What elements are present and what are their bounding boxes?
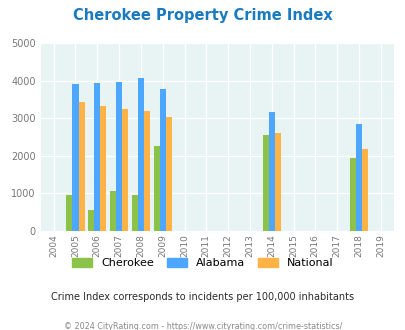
Bar (78, 102, 84, 231)
Bar (138, 78, 144, 231)
Bar (94, 83, 100, 231)
Bar (88, 210, 94, 231)
Legend: Cherokee, Alabama, National: Cherokee, Alabama, National (72, 258, 333, 268)
Text: © 2024 CityRating.com - https://www.cityrating.com/crime-statistics/: © 2024 CityRating.com - https://www.city… (64, 322, 341, 330)
Bar (262, 135, 268, 231)
Bar (131, 194, 138, 231)
Bar (66, 194, 72, 231)
Bar (122, 109, 128, 231)
Bar (153, 146, 159, 231)
Text: Crime Index corresponds to incidents per 100,000 inhabitants: Crime Index corresponds to incidents per… (51, 292, 354, 302)
Text: Cherokee Property Crime Index: Cherokee Property Crime Index (73, 8, 332, 23)
Bar (361, 149, 367, 231)
Bar (159, 89, 165, 231)
Bar (144, 111, 150, 231)
Bar (116, 82, 122, 231)
Bar (274, 133, 280, 231)
Bar (72, 84, 78, 231)
Bar (268, 112, 274, 231)
Bar (165, 117, 171, 231)
Bar (110, 191, 116, 231)
Bar (349, 158, 355, 231)
Bar (355, 124, 361, 231)
Bar (100, 106, 106, 231)
